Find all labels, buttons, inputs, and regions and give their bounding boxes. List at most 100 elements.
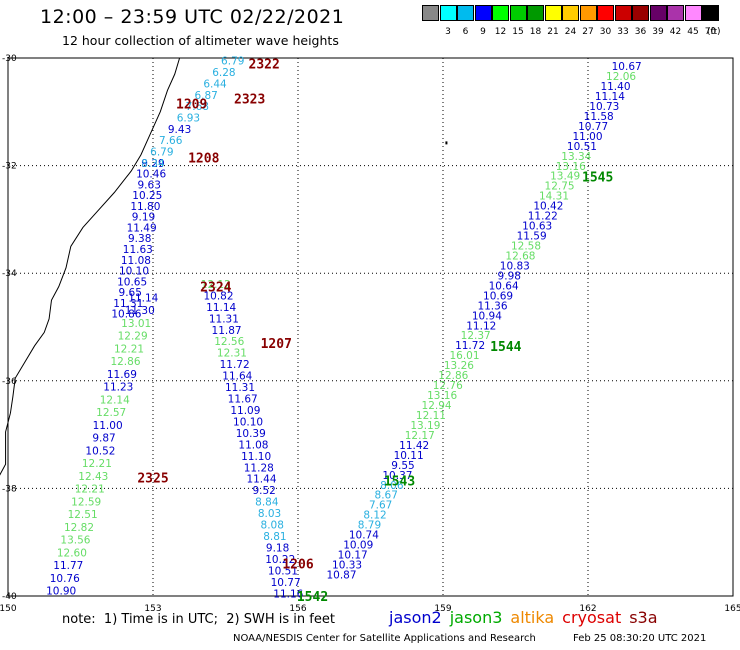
wave-height-value: 12.06 xyxy=(606,71,636,83)
scale-unit: (ft) xyxy=(707,27,721,37)
wave-height-value: 10.65 xyxy=(117,276,147,288)
wave-height-value: 10.73 xyxy=(589,101,619,113)
wave-height-value: 10.76 xyxy=(50,573,80,585)
scale-tick-label: 18 xyxy=(529,27,542,37)
wave-height-value: 8.84 xyxy=(255,497,279,509)
wave-height-value: 10.87 xyxy=(326,569,356,581)
wave-height-value: 9.19 xyxy=(132,212,155,224)
wave-height-value: 13.19 xyxy=(410,420,440,432)
wave-height-value: 13.26 xyxy=(444,360,474,372)
wave-height-value: 6.93 xyxy=(177,112,200,124)
wave-height-value: 12.21 xyxy=(75,484,105,496)
lat-tick-label: -32 xyxy=(2,162,17,172)
wave-height-value: 12.37 xyxy=(461,330,491,342)
scale-tick-label: 3 xyxy=(445,27,451,37)
wave-height-value: 12.11 xyxy=(416,410,446,422)
scale-tick-label: 45 xyxy=(687,27,699,37)
credit-date: Feb 25 08:30:20 UTC 2021 xyxy=(573,633,707,644)
wave-height-value: 9.52 xyxy=(252,485,275,497)
wave-height-value: 10.51 xyxy=(268,565,298,577)
wave-height-value: 9.65 xyxy=(119,287,142,299)
pass-time-label: 1543 xyxy=(384,474,415,489)
wave-height-value: 11.08 xyxy=(121,255,151,267)
scale-swatch xyxy=(684,5,702,21)
legend-item: jason2 xyxy=(389,608,442,627)
pass-time-label: 2323 xyxy=(234,92,265,107)
wave-height-value: 16.01 xyxy=(449,350,479,362)
scale-tick-label: 24 xyxy=(564,27,577,37)
wave-height-value: 10.51 xyxy=(567,141,597,153)
scale-swatch xyxy=(667,5,684,21)
wave-height-value: 8.06 xyxy=(380,480,404,492)
wave-height-value: 11.42 xyxy=(399,440,429,452)
credit-line: NOAA/NESDIS Center for Satellite Applica… xyxy=(233,633,536,644)
wave-height-value: 12.12 xyxy=(201,279,231,291)
scale-swatch xyxy=(422,5,439,21)
lon-tick-label: 153 xyxy=(144,604,161,614)
scale-swatch xyxy=(597,5,614,21)
wave-height-value: 10.77 xyxy=(578,121,608,133)
scale-swatch xyxy=(614,5,632,21)
scale-tick-label: 21 xyxy=(547,27,559,37)
wave-height-value: 9.98 xyxy=(498,270,521,282)
wave-height-value: 11.64 xyxy=(222,371,252,383)
wave-height-value: 12.57 xyxy=(96,407,126,419)
wave-height-value: 10.09 xyxy=(343,540,373,552)
wave-height-value: 12.86 xyxy=(438,370,468,382)
wave-height-value: 10.10 xyxy=(119,266,149,278)
wave-height-value: 11.58 xyxy=(584,111,614,123)
pass-time-label: 1206 xyxy=(282,558,313,573)
wave-height-value: 11.10 xyxy=(241,451,271,463)
wave-height-value: 9.55 xyxy=(391,460,414,472)
lat-tick-label: -36 xyxy=(2,377,17,387)
lat-tick-label: -30 xyxy=(2,54,17,64)
scale-swatch xyxy=(702,5,719,21)
wave-height-value: 11.36 xyxy=(477,300,507,312)
pass-time-label: 2324 xyxy=(200,281,231,296)
legend-item: altika xyxy=(510,608,555,627)
wave-height-value: 8.34 xyxy=(141,158,165,170)
wave-height-value: 13.16 xyxy=(427,390,457,402)
scale-tick-label: 70 xyxy=(704,27,717,37)
scale-swatch xyxy=(492,5,509,21)
wave-height-value: 8.81 xyxy=(263,531,286,543)
wave-height-value: 10.11 xyxy=(394,450,424,462)
wave-height-value: 9.87 xyxy=(92,433,115,445)
wave-height-value: 8.08 xyxy=(261,520,284,532)
wave-height-value: 10.67 xyxy=(612,61,642,73)
pass-time-label: 1209 xyxy=(176,98,207,113)
wave-height-value: 10.33 xyxy=(332,560,362,572)
wave-height-value: 10.25 xyxy=(132,190,162,202)
footnote: note: 1) Time is in UTC; 2) SWH is in fe… xyxy=(62,612,335,627)
wave-height-value: 10.64 xyxy=(489,280,519,292)
scale-tick-label: 39 xyxy=(652,27,664,37)
wave-height-value: 10.52 xyxy=(85,445,115,457)
wave-height-value: 11.72 xyxy=(220,359,250,371)
wave-height-value: 11.14 xyxy=(595,91,625,103)
wave-height-value: 12.31 xyxy=(217,348,247,360)
pass-time-label: 1208 xyxy=(188,152,219,167)
wave-height-value: 12.86 xyxy=(110,356,140,368)
wave-height-value: 10.90 xyxy=(46,586,76,598)
wave-height-value: 9.29 xyxy=(141,158,164,170)
scale-swatch xyxy=(632,5,649,21)
wave-height-value: 14.31 xyxy=(539,191,569,203)
scale-tick-label: 12 xyxy=(494,27,507,37)
wave-height-value: 7.68 xyxy=(186,101,209,113)
lon-tick-label: 165 xyxy=(724,604,740,614)
wave-height-value: 6.28 xyxy=(212,67,235,79)
wave-height-value: 10.69 xyxy=(483,290,513,302)
wave-height-value: 12.75 xyxy=(545,181,575,193)
wave-height-value: 11.16 xyxy=(273,588,303,600)
wave-height-value: 8.03 xyxy=(258,508,281,520)
wave-height-value: 11.59 xyxy=(517,231,547,243)
satellite-legend: jason2 jason3 altika cryosat s3a xyxy=(389,608,666,627)
scale-tick-label: 42 xyxy=(669,27,682,37)
scale-swatch xyxy=(649,5,667,21)
wave-height-value: 10.63 xyxy=(522,221,552,233)
wave-height-value: 11.67 xyxy=(228,394,258,406)
wave-height-value: 11.31 xyxy=(209,313,239,325)
scale-tick-label: 30 xyxy=(599,27,612,37)
island-mark xyxy=(445,141,448,145)
wave-height-value: 11.23 xyxy=(103,382,133,394)
